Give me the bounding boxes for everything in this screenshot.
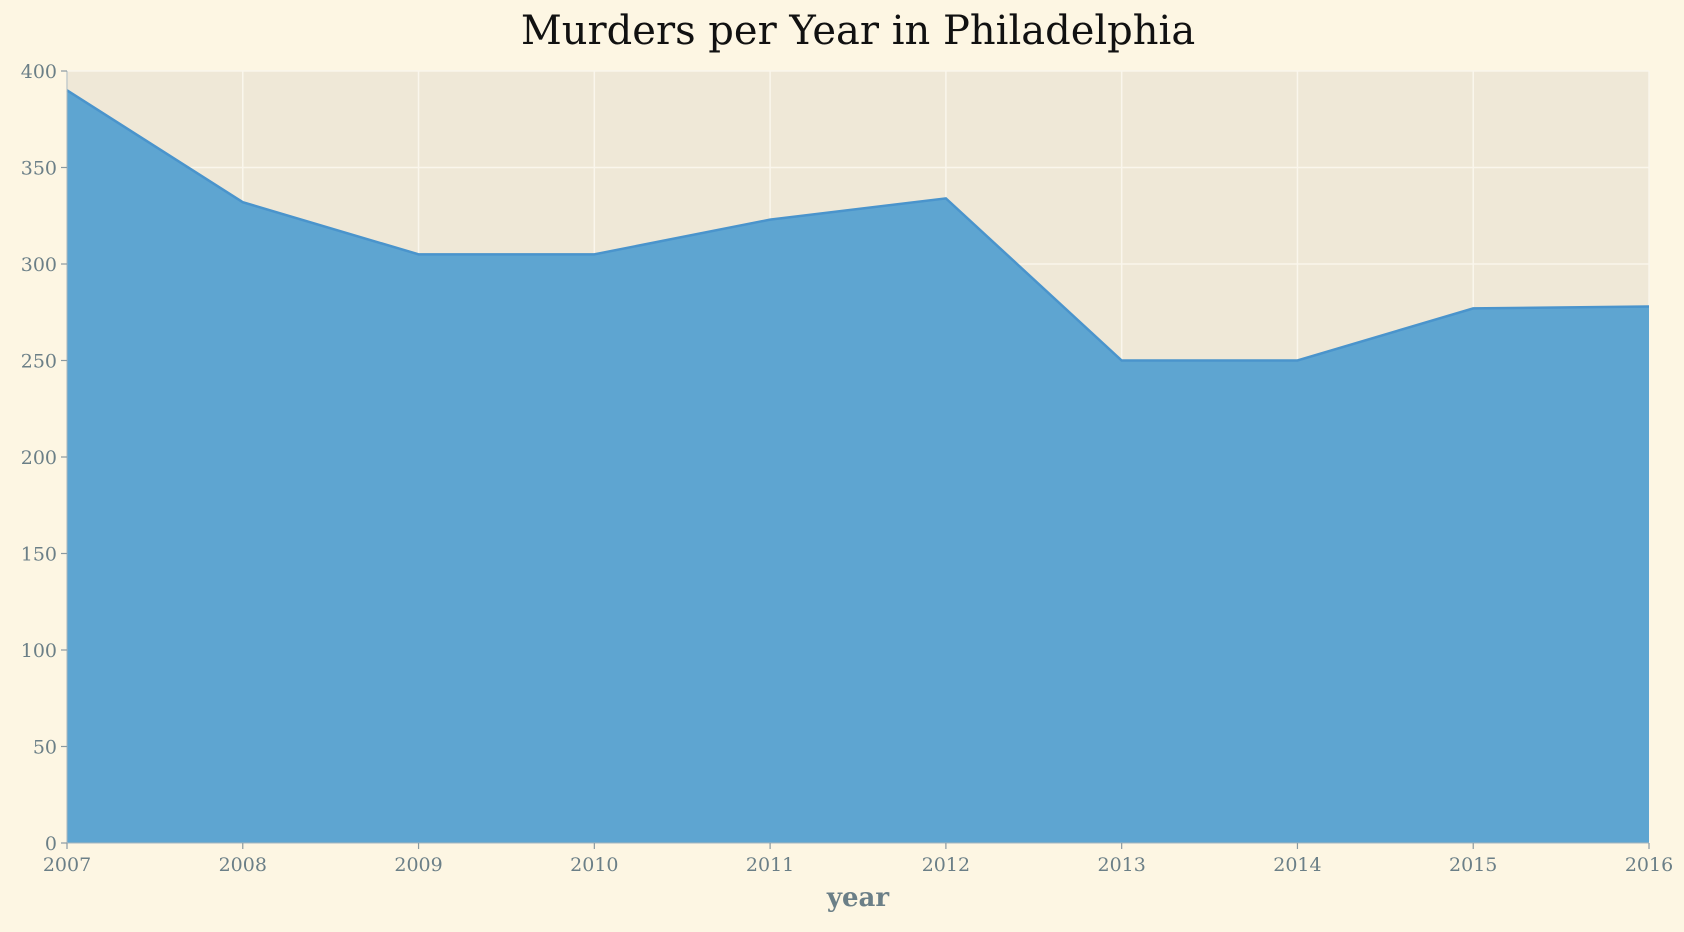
area-series — [66, 89, 1650, 844]
x-tick-label: 2015 — [1449, 854, 1497, 876]
y-tick-label: 50 — [33, 737, 57, 759]
chart-title: Murders per Year in Philadelphia — [521, 8, 1195, 54]
x-tick-label: 2011 — [746, 854, 794, 876]
area-fill — [67, 90, 1649, 844]
y-tick-label: 350 — [21, 158, 57, 180]
y-tick-label: 200 — [21, 447, 57, 469]
x-tick-label: 2008 — [219, 854, 267, 876]
y-tick-label: 250 — [21, 351, 57, 373]
area-line — [66, 89, 1650, 362]
y-tick-label: 300 — [21, 254, 57, 276]
x-tick-label: 2016 — [1625, 854, 1673, 876]
x-tick-label: 2009 — [394, 854, 442, 876]
x-axis-label: year — [826, 883, 889, 913]
x-tick-label: 2012 — [922, 854, 970, 876]
x-tick-label: 2013 — [1097, 854, 1145, 876]
x-tick-label: 2014 — [1273, 854, 1321, 876]
y-tick-label: 150 — [21, 544, 57, 566]
x-tick-label: 2010 — [570, 854, 618, 876]
y-tick-label: 400 — [21, 61, 57, 83]
y-tick-label: 100 — [21, 640, 57, 662]
x-tick-label: 2007 — [43, 854, 91, 876]
y-tick-label: 0 — [45, 833, 57, 855]
axes: 0 50 100 150 200 250 300 350 400 2007 2008 2009 2010… — [21, 61, 1673, 876]
